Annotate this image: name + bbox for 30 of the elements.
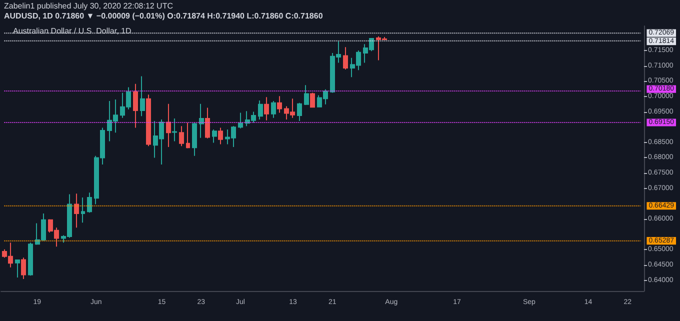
candlestick: [343, 46, 348, 70]
candlestick: [310, 92, 315, 108]
chart-title: Australian Dollar / U.S. Dollar, 1D: [13, 26, 132, 36]
candlestick: [304, 84, 309, 106]
candlestick: [87, 192, 92, 214]
candlestick: [81, 197, 85, 224]
candlestick: [74, 193, 79, 228]
candlestick: [199, 103, 204, 138]
candlestick: [192, 122, 197, 156]
candlestick: [212, 129, 217, 144]
candlestick: [15, 260, 20, 278]
candlestick: [179, 126, 184, 147]
candlestick: [264, 96, 269, 121]
candlestick: [205, 107, 210, 139]
candlestick: [140, 76, 145, 117]
candlestick: [166, 103, 171, 148]
candlestick: [238, 112, 243, 129]
text: Zabelin1 published July 30, 2020 22:08:12 UTC: [4, 2, 174, 10]
candlestick: [186, 122, 190, 149]
candlestick: [218, 127, 223, 145]
candlestick: [271, 100, 276, 118]
candlestick: [277, 96, 282, 114]
candlestick: [258, 100, 263, 120]
candlestick: [28, 242, 33, 276]
candlestick: [172, 118, 177, 142]
candlestick: [297, 102, 302, 122]
candlestick: [146, 94, 151, 147]
text: AUDUSD, 1D 0.71860 ▼ −0.00009 (−0.01%) O:0.71874 H:0.71940 L:0.71860 C:0.71860: [4, 12, 324, 20]
candlestick: [21, 257, 26, 280]
candlestick: [133, 83, 138, 128]
